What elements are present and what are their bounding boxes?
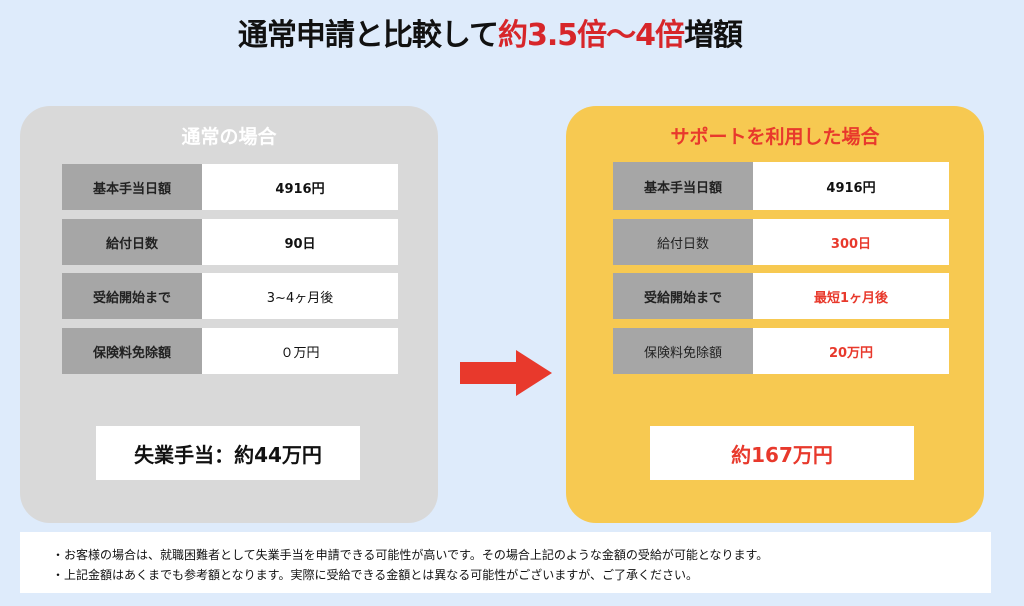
support-case-panel: サポートを利用した場合 基本手当日額 4916円 給付日数 300日 受給開始まで最… xyxy=(566,106,984,523)
total-amount: 失業手当：約44万円 xyxy=(96,426,360,480)
row-label: 基本手当日額 xyxy=(613,162,753,210)
table-row: 給付日数 90日 xyxy=(62,219,398,265)
note-line: ・お客様の場合は、就職困難者として失業手当を申請できる可能性が高いです。その場合… xyxy=(52,548,769,562)
note-line: ・上記金額はあくまでも参考額となります。実際に受給できる金額とは異なる可能性がご… xyxy=(52,568,698,582)
table-row: 受給開始まで 最短1ヶ月後 xyxy=(613,273,949,319)
row-label: 給付日数 xyxy=(62,219,202,265)
row-value: ０万円 xyxy=(202,328,398,374)
title-suffix: 増額 xyxy=(684,18,743,53)
row-label: 保険料免除額 xyxy=(62,328,202,374)
row-label: 保険料免除額 xyxy=(613,328,753,374)
panel-heading: 通常の場合 xyxy=(181,126,277,148)
row-value: 3~4ヶ月後 xyxy=(202,273,398,319)
normal-case-panel: 通常の場合 基本手当日額 4916円 給付日数 90日 受給開始まで 3~4ヶ月後 保… xyxy=(20,106,438,523)
row-value: 4916円 xyxy=(202,164,398,210)
table-row: 受給開始まで 3~4ヶ月後 xyxy=(62,273,398,319)
page-title: 通常申請と比較して約3.5倍〜4倍増額 xyxy=(0,10,980,54)
row-value: 300日 xyxy=(753,219,949,265)
row-label: 受給開始まで xyxy=(613,273,753,319)
total-amount: 約167万円 xyxy=(650,426,914,480)
title-highlight: 約3.5倍〜4倍 xyxy=(498,18,685,53)
table-row: 給付日数 300日 xyxy=(613,219,949,265)
table-row: 基本手当日額 4916円 xyxy=(613,162,949,210)
notes-box: ・お客様の場合は、就職困難者として失業手当を申請できる可能性が高いです。その場合… xyxy=(20,532,991,593)
table-row: 保険料免除額 20万円 xyxy=(613,328,949,374)
row-value: 90日 xyxy=(202,219,398,265)
title-main: 通常申請と比較して xyxy=(237,18,499,53)
panel-heading: サポートを利用した場合 xyxy=(670,126,880,148)
row-value: 4916円 xyxy=(753,162,949,210)
table-row: 基本手当日額 4916円 xyxy=(62,164,398,210)
row-value: 20万円 xyxy=(753,328,949,374)
table-row: 保険料免除額 ０万円 xyxy=(62,328,398,374)
right-arrow-icon xyxy=(460,350,552,396)
row-label: 基本手当日額 xyxy=(62,164,202,210)
row-label: 受給開始まで xyxy=(62,273,202,319)
row-value: 最短1ヶ月後 xyxy=(753,273,949,319)
row-label: 給付日数 xyxy=(613,219,753,265)
